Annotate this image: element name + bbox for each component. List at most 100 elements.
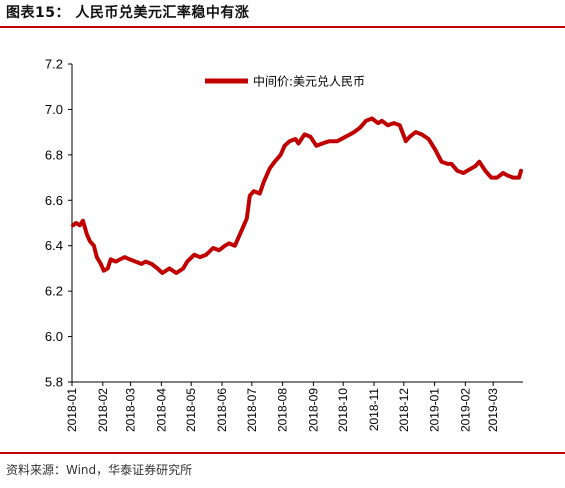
y-tick-label: 6.0 — [45, 329, 63, 344]
data-point — [414, 130, 417, 134]
x-tick-label: 2018-11 — [367, 388, 381, 431]
x-tick-label: 2018-10 — [336, 388, 350, 432]
data-point — [358, 126, 362, 129]
chart-series — [71, 116, 523, 275]
data-point — [474, 165, 477, 168]
data-point — [321, 142, 324, 145]
data-point — [74, 221, 78, 225]
legend-label: 中间价:美元兑人民币 — [253, 74, 365, 89]
data-point — [182, 267, 185, 270]
y-tick-label: 6.4 — [45, 238, 63, 253]
data-point — [364, 119, 368, 123]
data-point — [484, 169, 487, 172]
data-point — [186, 260, 189, 263]
data-point — [283, 144, 286, 147]
line-chart: 7.27.06.86.66.46.26.05.8 2018-01 2018-02 2… — [45, 57, 523, 432]
data-point — [328, 140, 331, 143]
data-point — [245, 217, 248, 220]
data-point — [81, 219, 85, 222]
x-tick-label: 2019-01 — [428, 388, 442, 432]
data-point — [248, 194, 251, 197]
x-tick-label: 2018-05 — [184, 388, 198, 432]
data-point — [123, 255, 126, 259]
data-point — [517, 176, 521, 179]
y-tick-label: 7.0 — [45, 102, 63, 117]
x-tick-label: 2019-03 — [486, 388, 500, 432]
x-tick-label: 2019-02 — [458, 388, 472, 432]
data-point — [258, 192, 261, 195]
y-tick-label: 6.6 — [45, 193, 63, 208]
data-point — [239, 230, 243, 234]
data-point — [102, 269, 106, 272]
data-point — [268, 167, 271, 170]
y-tick-label: 6.8 — [45, 147, 63, 162]
data-point — [156, 267, 159, 270]
data-point — [352, 130, 356, 134]
title-divider — [0, 26, 565, 28]
source-note: 资料来源：Wind，华泰证券研究所 — [6, 463, 193, 477]
chart-axes — [71, 64, 523, 383]
data-point — [370, 117, 374, 120]
data-point — [193, 253, 196, 256]
data-point — [227, 242, 231, 245]
data-point — [456, 169, 459, 172]
x-tick-label: 2018-04 — [154, 388, 168, 432]
data-point — [140, 262, 143, 266]
x-tick-label: 2018-09 — [306, 388, 320, 432]
data-point — [505, 174, 509, 177]
x-tick-label: 2018-07 — [245, 388, 259, 432]
data-point — [462, 171, 465, 175]
data-point — [404, 140, 407, 143]
data-point — [434, 149, 437, 152]
data-point — [420, 133, 423, 136]
data-point — [376, 121, 380, 125]
data-point — [511, 176, 515, 179]
x-tick-label: 2018-06 — [215, 388, 229, 432]
x-tick-label: 2018-03 — [124, 388, 138, 432]
data-point — [309, 135, 312, 138]
data-point — [223, 244, 227, 247]
data-point — [288, 140, 291, 143]
data-point — [496, 176, 499, 179]
data-point — [279, 153, 282, 157]
data-point — [519, 169, 523, 172]
data-point — [71, 224, 75, 227]
data-point — [134, 260, 137, 263]
data-point — [217, 249, 221, 252]
data-point — [233, 244, 237, 247]
data-point — [106, 267, 110, 270]
x-tick-label: 2018-01 — [65, 388, 79, 432]
data-point — [348, 133, 352, 136]
data-point — [478, 160, 481, 163]
data-point — [446, 162, 449, 166]
series-line — [71, 116, 523, 275]
data-point — [380, 119, 384, 123]
data-point — [450, 162, 453, 166]
data-point — [490, 176, 493, 179]
x-tick-label: 2018-12 — [397, 388, 411, 432]
figure-title: 图表15： 人民币兑美元汇率稳中有涨 — [6, 5, 250, 21]
data-point — [78, 224, 82, 227]
y-tick-label: 7.2 — [45, 57, 63, 72]
data-point — [303, 133, 306, 136]
x-axis-ticks: 2018-01 2018-02 2018-03 2018-04 2018-05 2018-… — [65, 382, 500, 432]
data-point — [398, 124, 401, 127]
data-point — [315, 144, 318, 147]
data-point — [273, 160, 276, 163]
x-tick-label: 2018-08 — [276, 388, 290, 432]
data-point — [198, 255, 202, 259]
data-point — [294, 137, 297, 141]
footer-divider — [0, 452, 565, 454]
data-point — [99, 262, 103, 266]
data-point — [85, 233, 89, 236]
data-point — [128, 258, 131, 261]
y-axis-ticks: 7.2 7.0 6.8 6.6 6.4 6.2 6.0 5.8 — [45, 57, 72, 390]
x-tick-label: 2018-02 — [96, 388, 110, 432]
data-point — [204, 253, 208, 256]
y-tick-label: 5.8 — [45, 375, 63, 390]
data-point — [168, 267, 171, 270]
chart-legend: 中间价:美元兑人民币 — [205, 74, 365, 89]
data-point — [175, 271, 178, 275]
data-point — [501, 171, 505, 175]
data-point — [144, 260, 147, 263]
